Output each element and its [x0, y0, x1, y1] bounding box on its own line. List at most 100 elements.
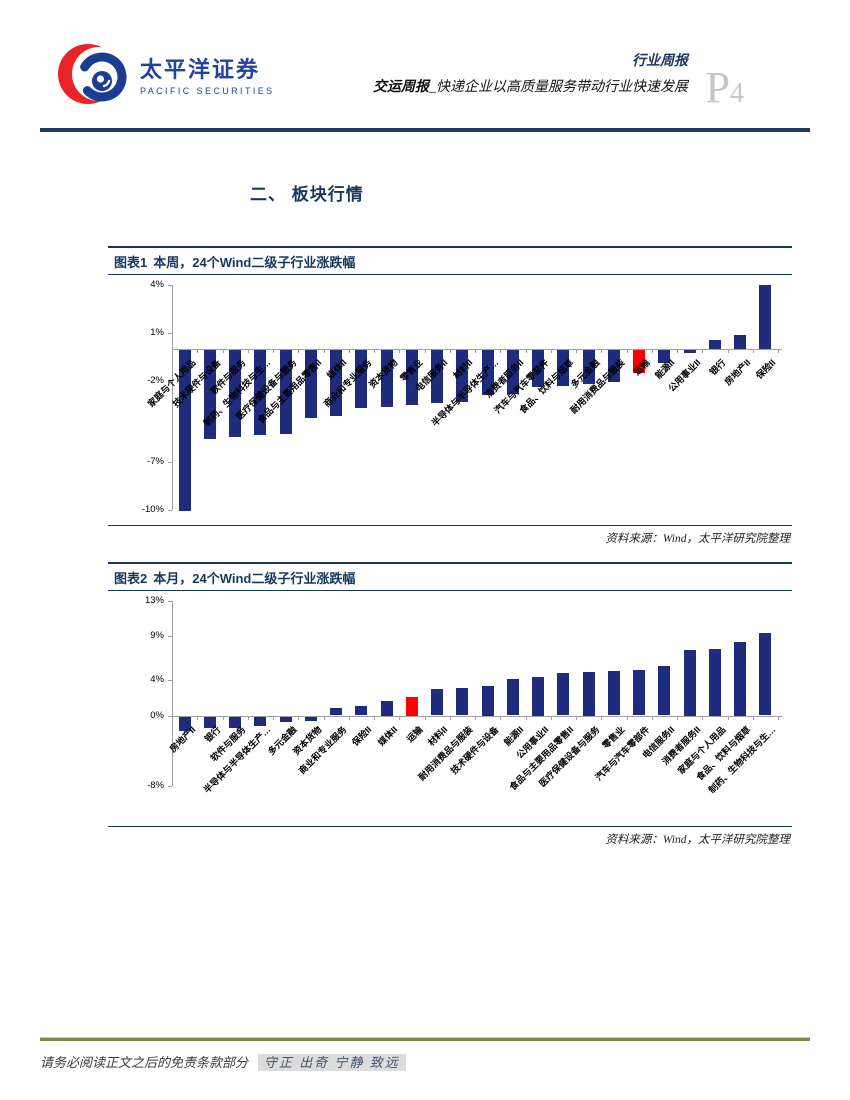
x-tick-mark — [626, 715, 628, 720]
x-tick-mark — [449, 715, 451, 720]
bar-医疗保健设备与服务 — [582, 671, 595, 716]
bar-资本货物 — [380, 350, 393, 407]
y-tick-label: 1% — [150, 327, 164, 339]
bar-电信服务II — [431, 350, 444, 404]
bar-商业和专业服务 — [330, 707, 343, 716]
y-tick-label: -10% — [141, 504, 164, 515]
y-tick-label: 0% — [150, 709, 164, 721]
x-tick-mark — [601, 715, 603, 720]
figure-1: 图表1 本周，24个Wind二级子行业涨跌幅 4% 1% -2% -7% -10% 家庭与个… — [108, 246, 792, 546]
y-tick-mark — [168, 510, 172, 511]
x-tick-mark — [197, 349, 199, 354]
bar-耐用消费品与服装 — [607, 350, 620, 383]
bar-运输 — [633, 350, 646, 373]
x-tick-mark — [323, 349, 325, 354]
x-tick-mark — [348, 715, 350, 720]
bar-零售业 — [607, 670, 620, 716]
x-tick-mark — [727, 349, 729, 354]
x-tick-mark — [424, 349, 426, 354]
bar-汽车与汽车零部件 — [633, 669, 646, 716]
figure-1-title: 本周，24个Wind二级子行业涨跌幅 — [153, 255, 356, 270]
y-tick-mark — [168, 636, 172, 638]
x-tick-mark — [323, 715, 325, 720]
bar-食品、饮料与烟草 — [734, 641, 747, 716]
x-tick-mark — [500, 715, 502, 720]
x-tick-mark — [424, 715, 426, 720]
logo-en-text: PACIFIC SECURITIES — [140, 86, 275, 96]
y-tick-mark — [168, 333, 172, 335]
x-tick-mark — [273, 715, 274, 720]
x-tick-mark — [222, 349, 224, 354]
footer-divider — [40, 1038, 810, 1041]
x-tick-mark — [626, 349, 628, 354]
report-title-bold: 交运周报 — [373, 80, 429, 95]
x-tick-mark — [601, 349, 603, 354]
x-tick-mark — [651, 715, 653, 720]
bar-家庭与个人用品 — [708, 648, 721, 716]
x-tick-mark — [651, 349, 653, 354]
bar-银行 — [708, 339, 721, 350]
bar-公用事业II — [683, 350, 696, 354]
y-axis-line — [172, 285, 173, 510]
page-number-digit: 4 — [730, 78, 744, 109]
figure-2-label: 图表2 — [114, 571, 148, 586]
x-axis-line — [172, 715, 782, 717]
x-tick-mark — [677, 715, 678, 720]
section-title: 二、 板块行情 — [250, 185, 364, 204]
x-tick-mark — [172, 349, 173, 354]
bar-房地产II — [734, 334, 747, 350]
x-tick-mark — [500, 349, 502, 354]
logo-text: 太平洋证券 PACIFIC SECURITIES — [140, 52, 275, 96]
x-tick-mark — [525, 349, 527, 354]
x-tick-mark — [298, 715, 300, 720]
y-tick-label: 13% — [144, 595, 164, 606]
figure-1-title-band: 图表1 本周，24个Wind二级子行业涨跌幅 — [108, 246, 792, 275]
x-tick-mark — [172, 715, 173, 720]
x-tick-mark — [576, 715, 577, 720]
y-tick-mark — [168, 381, 172, 383]
x-tick-mark — [449, 349, 451, 354]
bar-食品、饮料与烟草 — [557, 350, 570, 386]
x-tick-mark — [273, 349, 274, 354]
bar-汽车与汽车零部件 — [532, 350, 545, 388]
bar-保险II — [759, 285, 772, 350]
bar-公用事业II — [532, 676, 545, 716]
x-tick-mark — [752, 349, 754, 354]
bar-材料II — [431, 689, 444, 716]
report-type: 行业周报 — [632, 54, 688, 69]
x-tick-mark — [374, 349, 375, 354]
bar-多元金融 — [582, 350, 595, 385]
bar-消费者服务II — [683, 649, 696, 716]
bar-零售业 — [405, 350, 418, 405]
x-tick-mark — [374, 715, 375, 720]
bar-材料II — [456, 350, 469, 402]
bar-运输 — [405, 697, 418, 716]
x-tick-mark — [677, 349, 678, 354]
y-axis-line — [172, 601, 173, 786]
x-tick-mark — [348, 349, 350, 354]
x-tick-mark — [298, 349, 300, 354]
y-tick-label: 9% — [150, 630, 164, 642]
bar-银行 — [203, 716, 216, 728]
pacific-securities-logo: 太平洋证券 PACIFIC SECURITIES — [58, 36, 275, 112]
x-tick-mark — [247, 349, 249, 354]
x-axis-line — [172, 349, 782, 351]
y-tick-mark — [168, 461, 172, 463]
bar-家庭与个人用品 — [178, 350, 191, 511]
bar-技术硬件与设备 — [481, 685, 494, 716]
bar-半导体与半导体生产… — [481, 350, 494, 396]
figure-2-chart: 13% 9% 4% 0% -8% 房地产II 银行 软件与服务 半导体与半导体生产… 多元金融 资本… — [108, 591, 792, 826]
bar-制药、生物科技与生… — [759, 632, 772, 716]
bar-半导体与半导体生产… — [254, 716, 267, 727]
x-tick-mark — [778, 715, 779, 720]
bar-房地产II — [178, 716, 191, 731]
x-tick-mark — [702, 349, 704, 354]
bar-多元金融 — [279, 716, 292, 722]
header-divider — [40, 128, 810, 132]
y-tick-mark — [168, 680, 172, 682]
x-tick-mark — [778, 349, 779, 354]
figure-2-title: 本月，24个Wind二级子行业涨跌幅 — [153, 571, 356, 586]
bar-软件与服务 — [229, 350, 242, 438]
bar-耐用消费品与服装 — [456, 688, 469, 716]
